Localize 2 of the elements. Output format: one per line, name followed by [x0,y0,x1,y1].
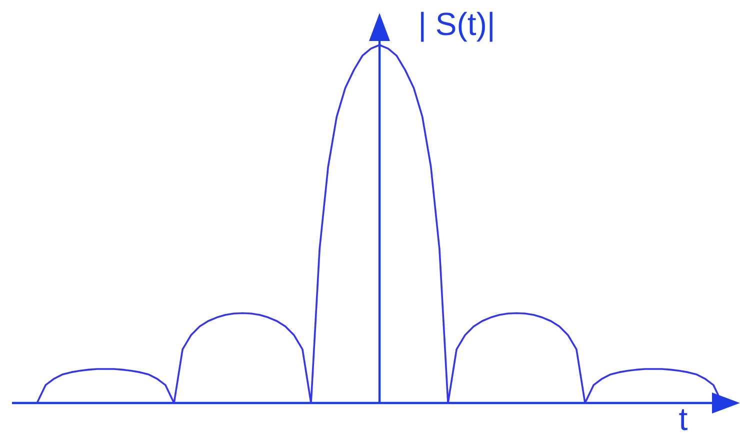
x-axis-title: t [679,409,688,430]
y-axis-title: | S(t)| [421,12,492,42]
